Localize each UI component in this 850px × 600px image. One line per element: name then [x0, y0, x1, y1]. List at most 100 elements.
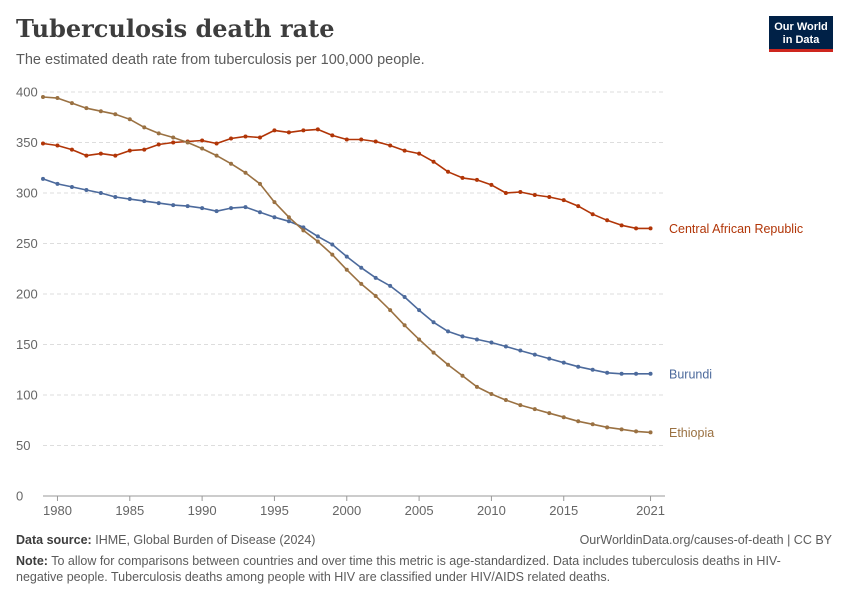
- point-central-african-republic-2018: [605, 218, 610, 223]
- point-ethiopia-1980: [55, 96, 60, 101]
- point-central-african-republic-1993: [243, 134, 248, 139]
- series-line-ethiopia: [42, 96, 651, 434]
- point-central-african-republic-2010: [489, 182, 494, 187]
- point-ethiopia-1987: [156, 131, 161, 136]
- point-ethiopia-2019: [619, 427, 624, 432]
- point-ethiopia-1994: [257, 181, 262, 186]
- y-tick-label-200: 200: [16, 287, 38, 302]
- point-ethiopia-1999: [330, 252, 335, 257]
- owid-logo[interactable]: Our World in Data: [769, 16, 833, 52]
- series-label-burundi: Burundi: [669, 367, 712, 381]
- point-burundi-2021: [648, 371, 653, 376]
- point-ethiopia-1983: [98, 109, 103, 114]
- point-central-african-republic-1990: [200, 138, 205, 143]
- point-ethiopia-2018: [605, 425, 610, 430]
- point-burundi-2005: [417, 308, 422, 313]
- point-ethiopia-1979: [41, 95, 45, 100]
- point-central-african-republic-2009: [474, 177, 479, 182]
- point-burundi-2000: [344, 254, 349, 259]
- point-ethiopia-2002: [373, 294, 378, 299]
- chart-subtitle: The estimated death rate from tuberculos…: [16, 52, 425, 68]
- source-label: Data source:: [16, 533, 92, 547]
- point-burundi-1983: [98, 191, 103, 195]
- point-central-african-republic-2002: [373, 139, 378, 144]
- point-ethiopia-1992: [229, 161, 234, 166]
- point-ethiopia-1998: [315, 239, 320, 244]
- grid-lines: [43, 91, 665, 446]
- point-central-african-republic-2020: [634, 226, 639, 231]
- point-central-african-republic-1984: [113, 153, 118, 158]
- point-central-african-republic-2019: [619, 223, 624, 228]
- note-text: To allow for comparisons between countri…: [16, 554, 781, 584]
- point-central-african-republic-2013: [532, 193, 537, 198]
- series-label-central-african-republic: Central African Republic: [669, 222, 803, 236]
- y-tick-label-350: 350: [16, 135, 38, 150]
- point-burundi-2008: [460, 334, 465, 339]
- point-central-african-republic-1994: [257, 135, 262, 140]
- point-burundi-1998: [315, 234, 320, 239]
- point-central-african-republic-1991: [214, 141, 219, 146]
- point-central-african-republic-2001: [359, 137, 364, 142]
- point-burundi-2020: [634, 371, 639, 376]
- logo-line-2: in Data: [782, 34, 820, 46]
- point-burundi-2012: [518, 348, 523, 353]
- x-tick-label-1990: 1990: [188, 503, 217, 518]
- x-tick-label-2000: 2000: [332, 503, 361, 518]
- point-burundi-1989: [185, 204, 190, 209]
- point-burundi-2009: [474, 337, 479, 342]
- point-ethiopia-2005: [417, 337, 422, 342]
- point-central-african-republic-1999: [330, 133, 335, 138]
- point-central-african-republic-2021: [648, 226, 653, 231]
- point-central-african-republic-2011: [503, 191, 508, 195]
- point-burundi-1979: [41, 176, 45, 181]
- point-ethiopia-2012: [518, 403, 523, 408]
- point-burundi-2014: [547, 356, 552, 361]
- point-ethiopia-2016: [576, 419, 581, 424]
- point-burundi-2011: [503, 344, 508, 349]
- point-burundi-1990: [200, 206, 205, 211]
- point-burundi-1996: [286, 219, 291, 224]
- point-burundi-1984: [113, 195, 118, 200]
- point-ethiopia-1984: [113, 112, 118, 117]
- point-burundi-1987: [156, 201, 161, 206]
- point-ethiopia-1981: [69, 101, 74, 106]
- point-central-african-republic-2012: [518, 189, 523, 194]
- point-burundi-1994: [257, 210, 262, 215]
- point-central-african-republic-1996: [286, 130, 291, 135]
- point-central-african-republic-1986: [142, 147, 147, 152]
- y-tick-label-150: 150: [16, 337, 38, 352]
- point-ethiopia-1988: [171, 135, 176, 140]
- point-central-african-republic-1998: [315, 127, 320, 132]
- point-ethiopia-1989: [185, 140, 190, 145]
- chart-note: Note: To allow for comparisons between c…: [16, 553, 806, 585]
- point-ethiopia-2013: [532, 407, 537, 412]
- point-burundi-1980: [55, 181, 60, 186]
- point-burundi-1986: [142, 199, 147, 204]
- y-tick-label-400: 400: [16, 85, 38, 100]
- point-ethiopia-1996: [286, 215, 291, 220]
- point-burundi-1988: [171, 203, 176, 208]
- point-burundi-2015: [561, 360, 566, 365]
- point-ethiopia-2015: [561, 415, 566, 420]
- logo-line-1: Our World: [774, 21, 828, 33]
- point-ethiopia-1991: [214, 153, 219, 158]
- series-labels: Central African Republic Burundi Ethiopia: [669, 222, 803, 440]
- point-burundi-2006: [431, 320, 436, 325]
- point-ethiopia-2011: [503, 398, 508, 403]
- y-tick-label-250: 250: [16, 236, 38, 251]
- point-ethiopia-1982: [84, 106, 89, 111]
- data-source: Data source: IHME, Global Burden of Dise…: [16, 533, 315, 547]
- point-central-african-republic-2014: [547, 195, 552, 200]
- source-url-link[interactable]: OurWorldinData.org/causes-of-death | CC …: [579, 533, 832, 547]
- point-ethiopia-1997: [301, 228, 306, 233]
- point-burundi-1995: [272, 215, 277, 220]
- point-central-african-republic-2004: [402, 148, 407, 153]
- x-tick-label-1995: 1995: [260, 503, 289, 518]
- point-central-african-republic-1980: [55, 143, 60, 148]
- x-tick-label-2010: 2010: [477, 503, 506, 518]
- point-burundi-1999: [330, 242, 335, 247]
- y-axis-ticks: 0 50 100 150 200 250 300 350 400: [16, 85, 38, 504]
- point-burundi-2017: [590, 367, 595, 372]
- x-tick-label-2021: 2021: [636, 503, 665, 518]
